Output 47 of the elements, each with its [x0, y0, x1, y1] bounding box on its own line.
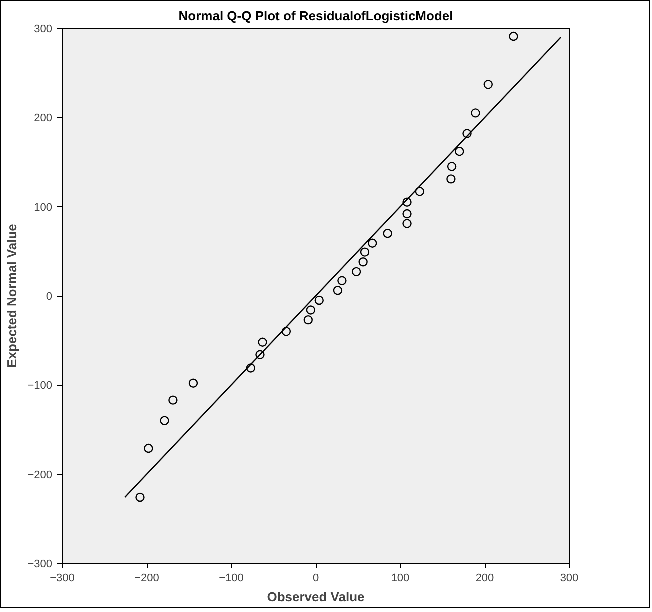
x-tick-label: 100: [391, 572, 410, 584]
point: [358, 258, 368, 267]
point: [352, 267, 362, 277]
point: [306, 306, 316, 315]
point: [188, 378, 198, 388]
point: [338, 276, 347, 286]
point: [144, 444, 154, 454]
point: [168, 396, 178, 405]
point: [256, 350, 265, 360]
point: [402, 198, 412, 207]
point: [333, 286, 343, 296]
point: [446, 174, 456, 184]
point: [402, 209, 412, 219]
point: [509, 32, 518, 42]
y-axis-title: Expected Normal Value: [4, 224, 20, 368]
y-tick-label: 100: [34, 202, 53, 214]
point: [258, 338, 268, 347]
point: [282, 327, 292, 336]
point: [455, 146, 464, 156]
y-tick-label: −100: [28, 380, 53, 392]
y-tick-label: 300: [34, 24, 53, 36]
x-tick-label: 300: [560, 572, 579, 584]
y-tick-label: −300: [28, 558, 53, 570]
point: [360, 248, 370, 257]
point: [136, 492, 145, 502]
point: [314, 296, 324, 306]
point: [368, 238, 378, 248]
y-tick-label: 200: [34, 112, 53, 125]
point: [462, 129, 472, 138]
x-tick-label: 200: [476, 572, 494, 584]
x-tick-label: −200: [134, 572, 160, 584]
x-tick-label: −300: [50, 572, 75, 584]
point: [471, 108, 480, 118]
x-axis-title: Observed Value: [267, 590, 365, 604]
point: [415, 187, 425, 196]
point: [160, 416, 170, 426]
x-tick-label: −100: [219, 572, 244, 584]
point: [447, 162, 457, 172]
y-tick-label: 0: [46, 291, 53, 303]
chart-title: Normal Q-Q Plot of ResidualofLogisticModel: [178, 8, 454, 24]
point: [246, 364, 256, 373]
y-tick-label: −200: [28, 469, 53, 482]
point: [484, 80, 493, 90]
point: [383, 228, 392, 238]
point: [304, 315, 313, 325]
x-tick-label: 0: [312, 572, 320, 584]
point: [402, 219, 412, 228]
